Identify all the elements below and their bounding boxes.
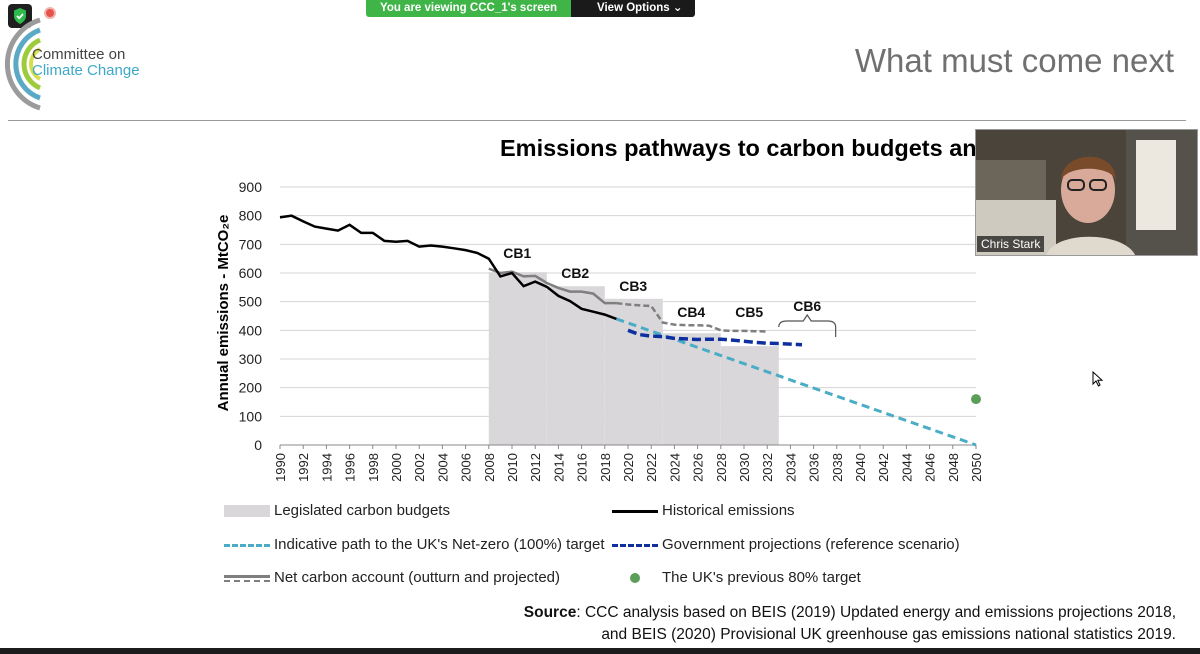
legend-govt: Government projections (reference scenar… bbox=[662, 536, 960, 553]
x-tick-label: 2050 bbox=[969, 453, 984, 482]
participant-video[interactable] bbox=[975, 129, 1198, 256]
carbon-budget-bar bbox=[546, 286, 605, 445]
x-tick-label: 2024 bbox=[667, 453, 682, 482]
cb6-bracket bbox=[778, 313, 837, 337]
view-options-label: View Options bbox=[597, 2, 670, 14]
govt-projection-line bbox=[627, 328, 803, 347]
org-name: Committee on Climate Change bbox=[32, 47, 140, 79]
org-name-line2: Climate Change bbox=[32, 62, 140, 79]
carbon-budget-bar bbox=[720, 346, 779, 445]
x-tick-label: 2036 bbox=[807, 453, 822, 482]
x-tick-label: 2014 bbox=[551, 453, 566, 482]
y-tick-label: 400 bbox=[239, 322, 263, 338]
y-tick-label: 0 bbox=[254, 437, 262, 453]
x-tick-label: 2010 bbox=[505, 453, 520, 482]
budget-label: CB5 bbox=[735, 304, 763, 320]
y-tick-label: 800 bbox=[239, 208, 263, 224]
x-tick-label: 2022 bbox=[644, 453, 659, 482]
y-tick-label: 900 bbox=[239, 179, 263, 195]
slide-title: What must come next bbox=[854, 42, 1174, 79]
x-tick-label: 2046 bbox=[923, 453, 938, 482]
x-tick-label: 2032 bbox=[760, 453, 775, 482]
x-tick-label: 2028 bbox=[714, 453, 729, 482]
net-carbon-line-outturn bbox=[488, 267, 617, 305]
source-label: Source bbox=[523, 604, 577, 621]
chevron-down-icon: ⌄ bbox=[672, 2, 683, 14]
view-options-button[interactable]: View Options ⌄ bbox=[571, 0, 695, 17]
ccc-logo-icon bbox=[5, 17, 42, 111]
y-tick-label: 300 bbox=[239, 351, 263, 367]
participant-name-tag: Chris Stark bbox=[977, 236, 1045, 252]
netzero-path-line bbox=[615, 317, 977, 447]
x-tick-label: 1992 bbox=[296, 453, 311, 482]
source-line2: and BEIS (2020) Provisional UK greenhous… bbox=[601, 626, 1176, 643]
x-tick-label: 1998 bbox=[366, 453, 381, 482]
recording-indicator-icon bbox=[44, 7, 56, 19]
org-name-line1: Committee on bbox=[32, 46, 126, 63]
legend-netzero: Indicative path to the UK's Net-zero (10… bbox=[274, 536, 605, 553]
legend-swatch-historical bbox=[612, 510, 658, 513]
y-axis-label: Annual emissions - MtCO₂e bbox=[215, 215, 232, 412]
viewing-status: You are viewing CCC_1's screen bbox=[366, 0, 572, 17]
legend-swatch-target80 bbox=[630, 573, 640, 583]
y-tick-label: 600 bbox=[239, 265, 263, 281]
budget-label: CB4 bbox=[677, 304, 705, 320]
chart-title: Emissions pathways to carbon budgets and… bbox=[500, 135, 1006, 161]
video-feed bbox=[976, 130, 1197, 255]
carbon-budget-bar bbox=[488, 272, 547, 445]
source-note: Source: CCC analysis based on BEIS (2019… bbox=[524, 602, 1176, 646]
x-tick-label: 2030 bbox=[737, 453, 752, 482]
screen-share-bar: You are viewing CCC_1's screen View Opti… bbox=[366, 0, 695, 17]
security-shield-icon[interactable] bbox=[8, 4, 32, 28]
legend-swatch-govt bbox=[612, 544, 658, 550]
carbon-budget-bar bbox=[662, 333, 721, 445]
x-tick-label: 2026 bbox=[691, 453, 706, 482]
mouse-cursor-icon bbox=[1092, 371, 1104, 387]
bottom-toolbar bbox=[0, 648, 1200, 654]
budget-label: CB2 bbox=[561, 265, 589, 281]
x-tick-label: 2008 bbox=[482, 453, 497, 482]
legend-swatch-netzero bbox=[224, 544, 270, 550]
x-tick-label: 1996 bbox=[343, 453, 358, 482]
carbon-budget-bar bbox=[604, 298, 663, 445]
x-tick-label: 2012 bbox=[528, 453, 543, 482]
x-tick-label: 2004 bbox=[435, 453, 450, 482]
budget-label: CB6 bbox=[793, 298, 821, 314]
x-tick-label: 2048 bbox=[946, 453, 961, 482]
x-tick-label: 2020 bbox=[621, 453, 636, 482]
y-tick-label: 500 bbox=[239, 294, 263, 310]
legend-swatch-budgets bbox=[224, 505, 270, 517]
net-carbon-line-projected bbox=[616, 301, 768, 333]
legend-netcarbon: Net carbon account (outturn and projecte… bbox=[274, 569, 561, 586]
source-line1: : CCC analysis based on BEIS (2019) Upda… bbox=[576, 604, 1176, 621]
legend-swatch-netcarbon bbox=[224, 575, 270, 578]
x-tick-label: 2006 bbox=[459, 453, 474, 482]
target-80-point bbox=[971, 394, 981, 405]
x-tick-label: 2038 bbox=[830, 453, 845, 482]
y-tick-label: 200 bbox=[239, 380, 263, 396]
y-tick-label: 100 bbox=[239, 408, 263, 424]
historical-emissions-line bbox=[279, 214, 617, 321]
legend-swatch-netcarbon-dash bbox=[224, 580, 270, 584]
y-tick-label: 700 bbox=[239, 236, 263, 252]
x-tick-label: 1994 bbox=[319, 453, 334, 482]
x-tick-label: 2040 bbox=[853, 453, 868, 482]
x-tick-label: 2044 bbox=[899, 453, 914, 482]
x-tick-label: 2000 bbox=[389, 453, 404, 482]
header-divider bbox=[8, 120, 1186, 121]
x-tick-label: 2042 bbox=[876, 453, 891, 482]
x-tick-label: 2018 bbox=[598, 453, 613, 482]
budget-label: CB3 bbox=[619, 278, 647, 294]
x-tick-label: 2034 bbox=[783, 453, 798, 482]
legend-budgets: Legislated carbon budgets bbox=[274, 502, 450, 519]
budget-label: CB1 bbox=[503, 245, 531, 261]
x-tick-label: 2002 bbox=[412, 453, 427, 482]
legend-target80: The UK's previous 80% target bbox=[662, 569, 861, 586]
x-tick-label: 2016 bbox=[575, 453, 590, 482]
x-tick-label: 1990 bbox=[273, 453, 288, 482]
legend-historical: Historical emissions bbox=[662, 502, 795, 519]
